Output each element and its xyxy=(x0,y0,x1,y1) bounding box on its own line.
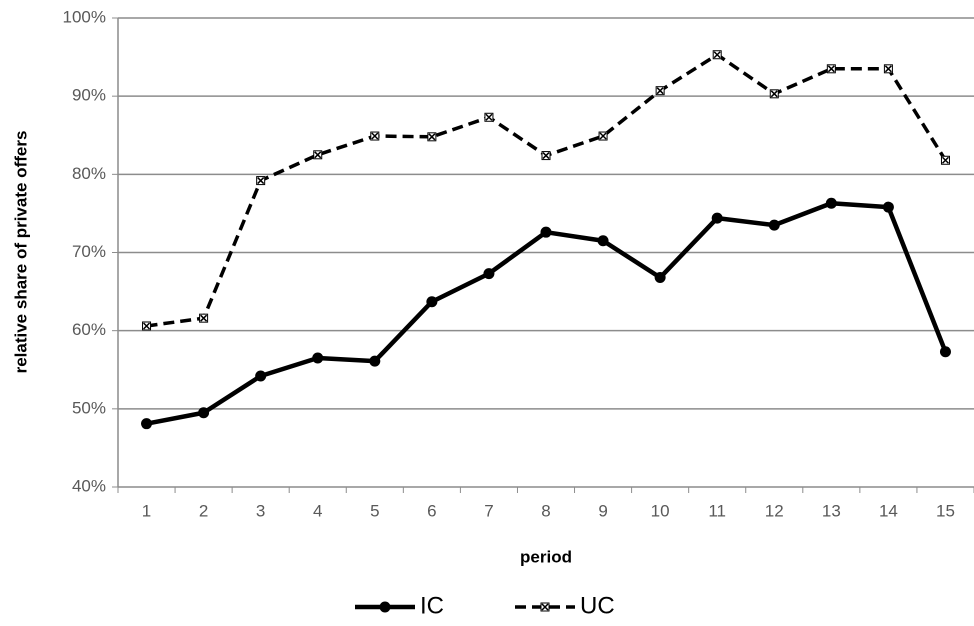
data-point xyxy=(541,151,551,161)
data-point xyxy=(484,112,494,122)
data-point xyxy=(141,418,153,430)
marker-x xyxy=(371,132,379,140)
x-tick-label: 1 xyxy=(142,501,151,520)
marker-x xyxy=(770,90,778,98)
marker-x xyxy=(713,51,721,59)
marker-x xyxy=(257,177,265,185)
marker-x xyxy=(656,87,664,95)
marker-x xyxy=(428,133,436,141)
data-point xyxy=(313,150,323,160)
marker-x xyxy=(200,314,208,322)
data-point xyxy=(940,155,950,165)
x-tick-label: 14 xyxy=(879,501,898,520)
data-point xyxy=(427,132,437,142)
data-point xyxy=(654,272,666,284)
x-tick-label: 2 xyxy=(199,501,208,520)
x-tick-label: 7 xyxy=(484,501,493,520)
data-point xyxy=(483,268,495,280)
y-tick-label: 40% xyxy=(72,476,106,495)
x-tick-label: 4 xyxy=(313,501,322,520)
y-axis-title: relative share of private offers xyxy=(11,131,30,374)
x-tick-label: 5 xyxy=(370,501,379,520)
legend-label: IC xyxy=(420,592,444,619)
marker-x xyxy=(143,322,151,330)
data-point xyxy=(825,197,837,209)
x-tick-label: 11 xyxy=(708,501,726,520)
y-tick-label: 50% xyxy=(72,398,106,417)
marker-x xyxy=(599,132,607,140)
marker-x xyxy=(827,65,835,73)
data-point xyxy=(370,131,380,141)
legend-marker xyxy=(379,601,391,613)
x-tick-label: 3 xyxy=(256,501,265,520)
x-axis-title: period xyxy=(520,547,572,566)
x-tick-label: 13 xyxy=(822,501,841,520)
data-point xyxy=(142,321,152,331)
data-point xyxy=(826,64,836,74)
data-point xyxy=(882,201,894,213)
data-point xyxy=(883,64,893,74)
marker-x xyxy=(884,65,892,73)
data-point xyxy=(198,407,210,419)
data-point xyxy=(939,346,951,358)
marker-x xyxy=(541,603,549,611)
data-point xyxy=(597,235,609,247)
data-point xyxy=(199,313,209,323)
x-tick-label: 8 xyxy=(541,501,550,520)
y-tick-label: 80% xyxy=(72,164,106,183)
marker-x xyxy=(314,151,322,159)
data-point xyxy=(768,219,780,231)
data-point xyxy=(769,89,779,99)
data-point xyxy=(540,226,552,238)
marker-x xyxy=(941,156,949,164)
data-point xyxy=(598,131,608,141)
y-tick-label: 100% xyxy=(63,7,106,26)
data-point xyxy=(426,296,438,308)
y-tick-label: 90% xyxy=(72,86,106,105)
x-tick-label: 10 xyxy=(651,501,670,520)
data-point xyxy=(655,86,665,96)
data-point xyxy=(369,355,381,367)
data-point xyxy=(312,352,324,364)
x-tick-label: 12 xyxy=(765,501,784,520)
x-tick-label: 15 xyxy=(936,501,955,520)
data-point xyxy=(711,212,723,224)
data-point xyxy=(256,176,266,186)
legend-marker xyxy=(540,602,550,612)
x-tick-label: 9 xyxy=(598,501,607,520)
y-tick-label: 60% xyxy=(72,320,106,339)
x-tick-label: 6 xyxy=(427,501,436,520)
legend-label: UC xyxy=(580,592,615,619)
data-point xyxy=(255,370,267,382)
y-tick-label: 70% xyxy=(72,242,106,261)
marker-x xyxy=(485,113,493,121)
data-point xyxy=(712,50,722,60)
marker-x xyxy=(542,152,550,160)
